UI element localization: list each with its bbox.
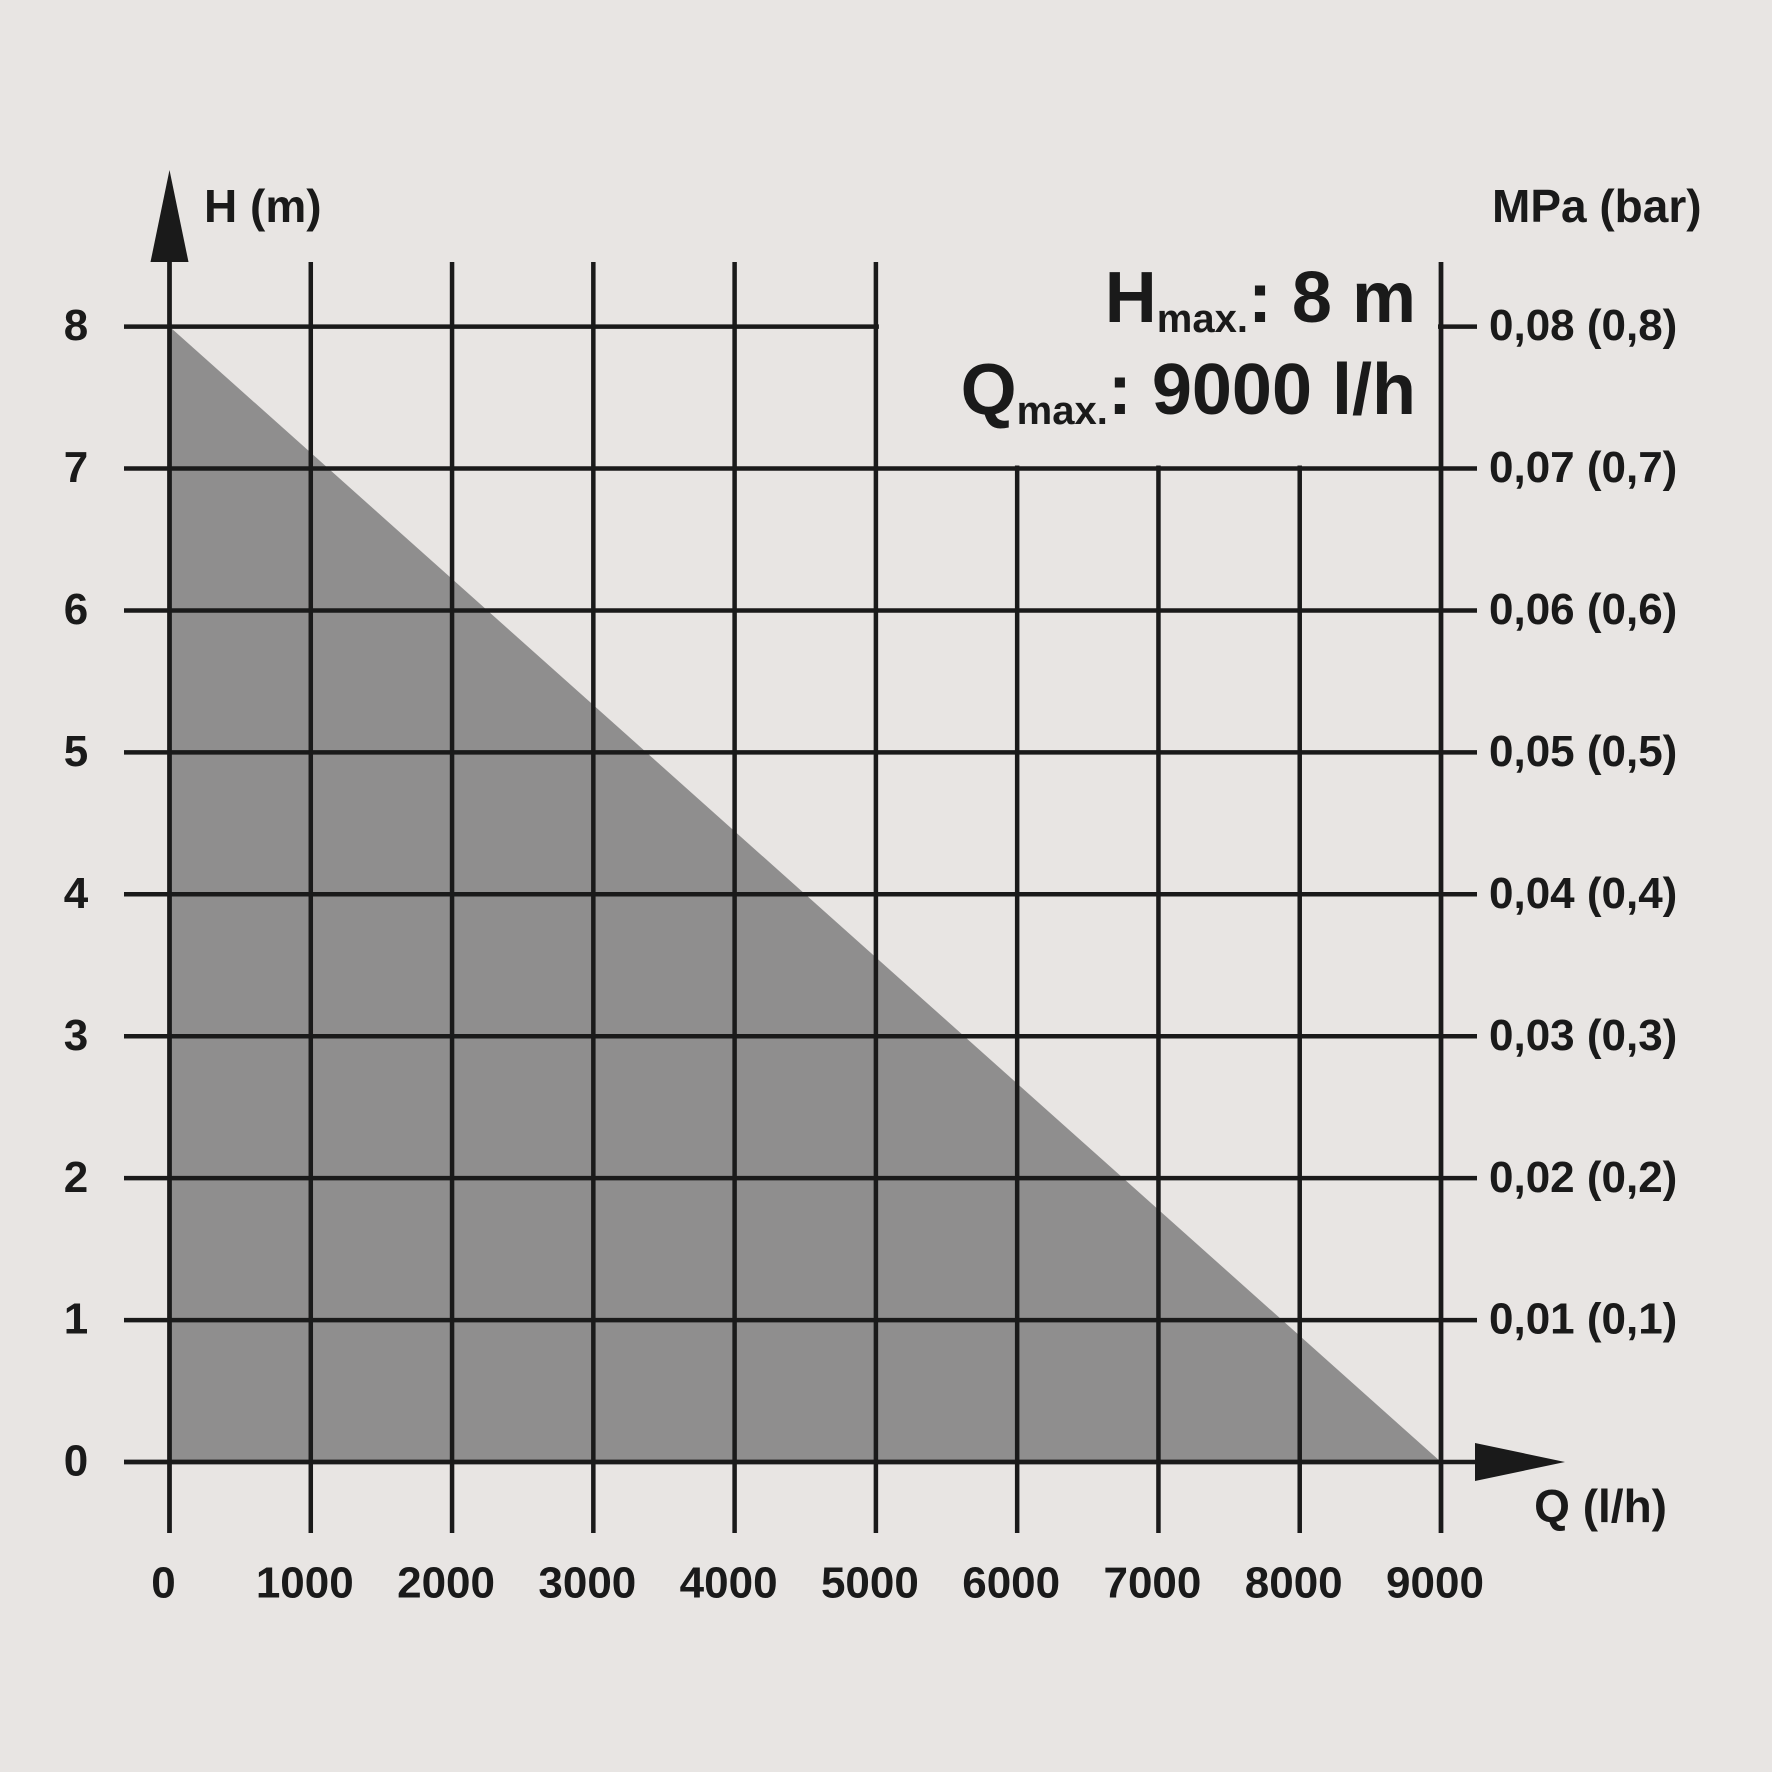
x-tick-label: 4000 — [680, 1559, 778, 1608]
x-axis-arrow — [1475, 1443, 1565, 1481]
x-tick-label: 0 — [151, 1559, 175, 1608]
y-tick-label: 5 — [64, 727, 88, 776]
y-axis-title: H (m) — [204, 180, 322, 232]
annotation: Hmax.: 8 m — [1105, 258, 1416, 341]
x-tick-label: 2000 — [397, 1559, 495, 1608]
annotation-symbol: Q — [961, 350, 1017, 430]
y2-tick-label: 0,05 (0,5) — [1489, 727, 1677, 776]
y2-tick-label: 0,07 (0,7) — [1489, 443, 1677, 492]
y-tick-label: 7 — [64, 443, 88, 492]
x-tick-label: 6000 — [962, 1559, 1060, 1608]
y2-axis-title: MPa (bar) — [1492, 180, 1702, 232]
x-axis-title: Q (l/h) — [1534, 1480, 1667, 1532]
y2-tick-label: 0,02 (0,2) — [1489, 1153, 1677, 1202]
annotation-box — [878, 250, 1438, 466]
y-tick-label: 3 — [64, 1011, 88, 1060]
y2-tick-label: 0,08 (0,8) — [1489, 301, 1677, 350]
annotation-text: : 9000 l/h — [1108, 350, 1416, 430]
y-tick-label: 2 — [64, 1153, 88, 1202]
y2-tick-label: 0,04 (0,4) — [1489, 869, 1677, 918]
annotation-subscript: max. — [1017, 389, 1108, 433]
y2-tick-label: 0,03 (0,3) — [1489, 1011, 1677, 1060]
y-tick-label: 8 — [64, 301, 88, 350]
x-tick-label: 5000 — [821, 1559, 919, 1608]
x-tick-label: 8000 — [1245, 1559, 1343, 1608]
y-tick-label: 6 — [64, 585, 88, 634]
y2-tick-label: 0,06 (0,6) — [1489, 585, 1677, 634]
annotation: Qmax.: 9000 l/h — [961, 350, 1416, 433]
x-tick-label: 9000 — [1386, 1559, 1484, 1608]
x-tick-label: 1000 — [256, 1559, 354, 1608]
annotation-subscript: max. — [1157, 297, 1248, 341]
y-tick-label: 1 — [64, 1295, 88, 1344]
x-tick-label: 3000 — [538, 1559, 636, 1608]
x-tick-label: 7000 — [1103, 1559, 1201, 1608]
y-tick-label: 0 — [64, 1437, 88, 1486]
y2-tick-label: 0,01 (0,1) — [1489, 1295, 1677, 1344]
annotation-text: : 8 m — [1248, 258, 1416, 338]
annotation-symbol: H — [1105, 258, 1157, 338]
y-axis-arrow — [150, 170, 189, 262]
y-tick-label: 4 — [64, 869, 89, 918]
